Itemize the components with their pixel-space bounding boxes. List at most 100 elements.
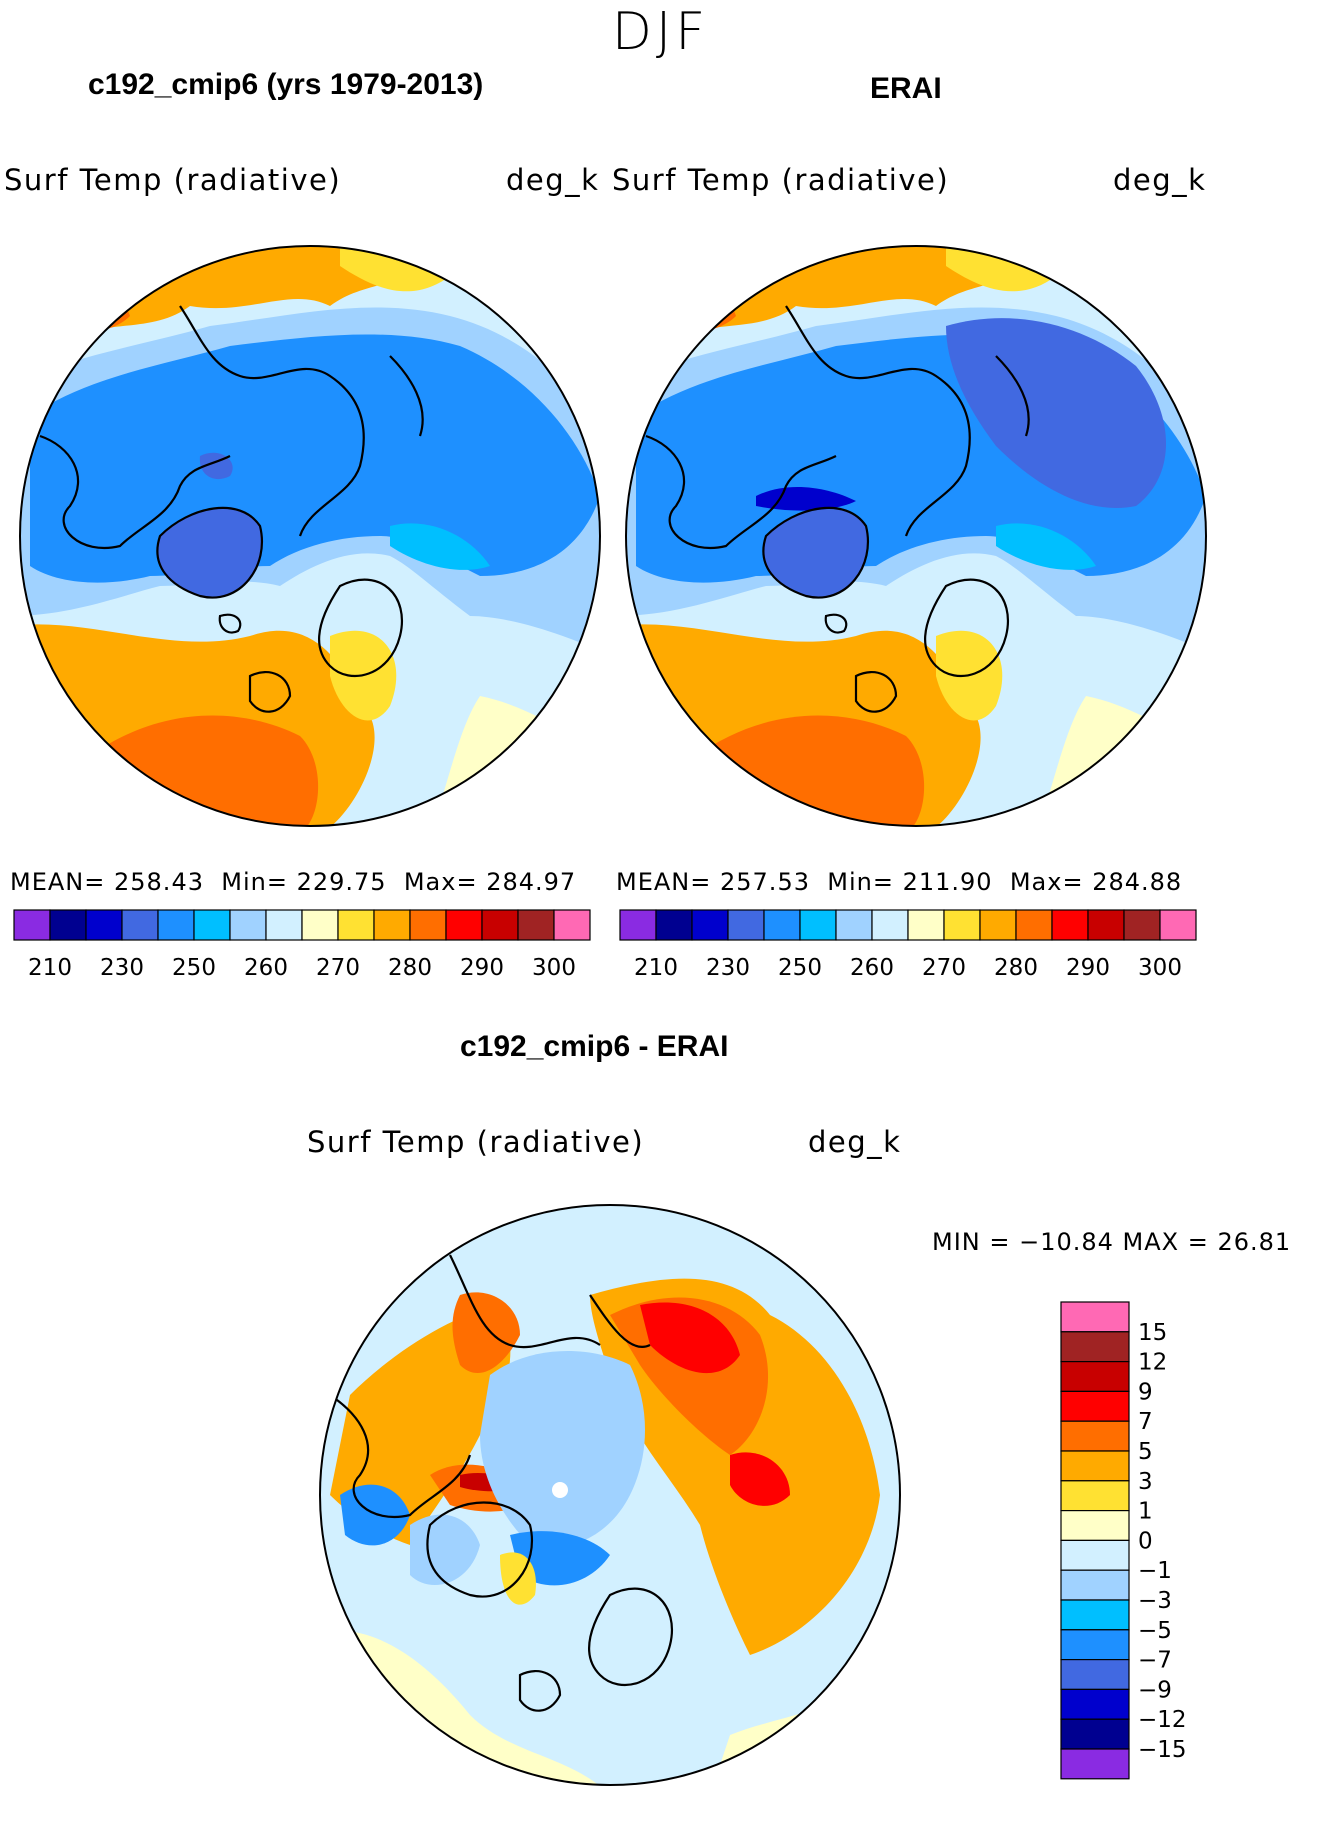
panel-1-stats: MEAN= 258.43 Min= 229.75 Max= 284.97 bbox=[10, 868, 576, 896]
colorbar-diff: 15 12 9 7 5 3 1 0 −1 −3 −5 −7 −9 −12 −15 bbox=[1060, 1301, 1187, 1780]
colorbar-swatch bbox=[409, 909, 447, 941]
panel-2-mean-label: MEAN= bbox=[616, 868, 712, 896]
colorbar-tick-label: −7 bbox=[1138, 1648, 1172, 1674]
colorbar-swatch bbox=[445, 909, 483, 941]
panel-2-title: ERAI bbox=[870, 72, 942, 105]
colorbar-swatch bbox=[1015, 909, 1053, 941]
colorbar-tick-label: −1 bbox=[1138, 1558, 1172, 1584]
colorbar-swatch bbox=[1060, 1629, 1130, 1661]
colorbar-swatch bbox=[121, 909, 159, 941]
colorbar-swatch bbox=[301, 909, 339, 941]
colorbar-tick-label: 5 bbox=[1138, 1439, 1153, 1465]
panel-2-max: 284.88 bbox=[1092, 868, 1183, 896]
colorbar-swatch bbox=[1060, 1360, 1130, 1392]
colorbar-swatch bbox=[157, 909, 195, 941]
colorbar-swatch bbox=[553, 909, 591, 941]
panel-1-max: 284.97 bbox=[486, 868, 577, 896]
panel-2-stats: MEAN= 257.53 Min= 211.90 Max= 284.88 bbox=[616, 868, 1182, 896]
colorbar-tick-label: 15 bbox=[1138, 1320, 1167, 1346]
panel-2-min: 211.90 bbox=[902, 868, 993, 896]
panel-2-variable: Surf Temp (radiative) bbox=[612, 163, 950, 197]
panel-1-mean-label: MEAN= bbox=[10, 868, 106, 896]
colorbar-swatch bbox=[1159, 909, 1197, 941]
colorbar-swatch bbox=[1123, 909, 1161, 941]
colorbar-swatch bbox=[229, 909, 267, 941]
colorbar-swatch bbox=[265, 909, 303, 941]
colorbar-tick-label: 250 bbox=[778, 955, 822, 981]
panel-1-variable: Surf Temp (radiative) bbox=[4, 163, 342, 197]
colorbar-panel-2: 210 230 250 260 270 280 290 300 bbox=[619, 909, 1197, 981]
colorbar-tick-label: 3 bbox=[1138, 1469, 1153, 1495]
colorbar-swatch bbox=[763, 909, 801, 941]
colorbar-tick-label: −12 bbox=[1138, 1707, 1187, 1733]
colorbar-swatch bbox=[871, 909, 909, 941]
map-panel-1 bbox=[19, 245, 601, 827]
colorbar-tick-label: 230 bbox=[706, 955, 750, 981]
colorbar-swatch bbox=[373, 909, 411, 941]
colorbar-swatch bbox=[337, 909, 375, 941]
colorbar-swatch bbox=[85, 909, 123, 941]
colorbar-swatch bbox=[655, 909, 693, 941]
diff-panel-variable: Surf Temp (radiative) bbox=[307, 1125, 645, 1159]
colorbar-tick-label: 290 bbox=[460, 955, 504, 981]
colorbar-swatch bbox=[1060, 1390, 1130, 1422]
diff-panel-units: deg_k bbox=[808, 1125, 902, 1159]
colorbar-swatch bbox=[1060, 1569, 1130, 1601]
panel-1-mean: 258.43 bbox=[114, 868, 204, 896]
colorbar-swatch bbox=[13, 909, 51, 941]
panel-2-mean: 257.53 bbox=[720, 868, 810, 896]
colorbar-swatch bbox=[907, 909, 945, 941]
colorbar-tick-label: 230 bbox=[100, 955, 144, 981]
panel-1-max-label: Max= bbox=[403, 868, 478, 896]
colorbar-swatch bbox=[481, 909, 519, 941]
colorbar-swatch bbox=[1087, 909, 1125, 941]
colorbar-swatch bbox=[1060, 1420, 1130, 1452]
colorbar-tick-label: 260 bbox=[850, 955, 894, 981]
colorbar-swatch bbox=[1060, 1331, 1130, 1363]
colorbar-tick-label: 300 bbox=[1138, 955, 1182, 981]
colorbar-swatch bbox=[691, 909, 729, 941]
panel-2-max-label: Max= bbox=[1009, 868, 1084, 896]
colorbar-swatch bbox=[727, 909, 765, 941]
colorbar-swatch bbox=[1051, 909, 1089, 941]
colorbar-tick-label: 280 bbox=[388, 955, 432, 981]
colorbar-swatch bbox=[1060, 1539, 1130, 1571]
colorbar-tick-label: 290 bbox=[1066, 955, 1110, 981]
colorbar-swatch bbox=[1060, 1301, 1130, 1333]
colorbar-tick-label: −15 bbox=[1138, 1737, 1187, 1763]
colorbar-swatch bbox=[1060, 1599, 1130, 1631]
colorbar-tick-label: 270 bbox=[316, 955, 360, 981]
panel-2-units: deg_k bbox=[1113, 163, 1207, 197]
colorbar-tick-label: 270 bbox=[922, 955, 966, 981]
panel-1-units: deg_k bbox=[506, 163, 600, 197]
season-title: DJF bbox=[611, 2, 710, 62]
colorbar-swatch bbox=[49, 909, 87, 941]
colorbar-swatch bbox=[1060, 1510, 1130, 1542]
panel-1-min: 229.75 bbox=[296, 868, 387, 896]
colorbar-tick-label: 210 bbox=[634, 955, 678, 981]
colorbar-swatch bbox=[979, 909, 1017, 941]
colorbar-swatch bbox=[835, 909, 873, 941]
panel-1-min-label: Min= bbox=[221, 868, 288, 896]
colorbar-tick-label: 250 bbox=[172, 955, 216, 981]
colorbar-tick-label: 300 bbox=[532, 955, 576, 981]
colorbar-tick-label: 0 bbox=[1138, 1528, 1153, 1554]
diff-range-text: MIN = −10.84 MAX = 26.81 bbox=[932, 1228, 1292, 1256]
colorbar-tick-label: 210 bbox=[28, 955, 72, 981]
colorbar-tick-label: 9 bbox=[1138, 1379, 1153, 1405]
map-panel-diff bbox=[319, 1204, 901, 1786]
colorbar-swatch bbox=[1060, 1688, 1130, 1720]
colorbar-tick-label: 12 bbox=[1138, 1350, 1167, 1376]
colorbar-swatch bbox=[943, 909, 981, 941]
panel-1-title: c192_cmip6 (yrs 1979-2013) bbox=[88, 68, 484, 101]
colorbar-tick-label: −5 bbox=[1138, 1618, 1172, 1644]
colorbar-tick-label: −9 bbox=[1138, 1677, 1172, 1703]
colorbar-swatch bbox=[1060, 1450, 1130, 1482]
colorbar-tick-label: −3 bbox=[1138, 1588, 1172, 1614]
panel-2-min-label: Min= bbox=[827, 868, 894, 896]
colorbar-swatch bbox=[799, 909, 837, 941]
colorbar-tick-label: 260 bbox=[244, 955, 288, 981]
colorbar-swatch bbox=[619, 909, 657, 941]
colorbar-panel-1: 210 230 250 260 270 280 290 300 bbox=[13, 909, 591, 981]
map-panel-2 bbox=[625, 245, 1207, 827]
